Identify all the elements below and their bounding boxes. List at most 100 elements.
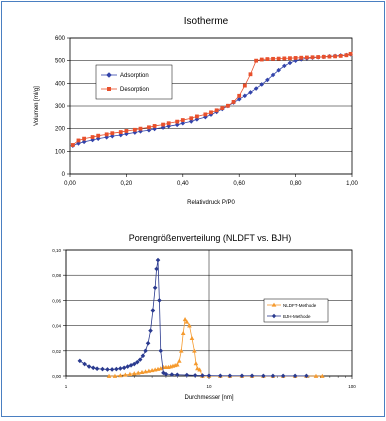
data-point bbox=[316, 55, 321, 59]
y-tick-label: 400 bbox=[55, 81, 66, 87]
y-tick-label: 500 bbox=[55, 59, 66, 65]
data-point bbox=[161, 370, 166, 376]
data-point bbox=[344, 53, 349, 58]
data-point bbox=[178, 348, 184, 353]
data-point bbox=[166, 123, 171, 129]
y-tick-label: 0,08 bbox=[52, 273, 61, 278]
data-point bbox=[242, 93, 248, 99]
data-point bbox=[131, 371, 137, 376]
data-point bbox=[280, 373, 286, 379]
data-point bbox=[327, 54, 332, 59]
data-point bbox=[154, 266, 159, 272]
data-point bbox=[143, 369, 148, 374]
data-point bbox=[195, 366, 200, 371]
series-line bbox=[109, 318, 323, 377]
x-tick-label: 1,00 bbox=[346, 181, 358, 187]
data-point bbox=[95, 136, 101, 141]
data-point bbox=[147, 125, 151, 130]
x-tick-label: 1 bbox=[65, 384, 68, 389]
data-point bbox=[254, 58, 259, 63]
data-point bbox=[124, 129, 129, 133]
series-bjh-methode bbox=[77, 257, 309, 379]
data-point bbox=[145, 340, 151, 346]
data-point bbox=[76, 138, 81, 143]
data-point bbox=[112, 373, 118, 378]
data-point bbox=[184, 372, 190, 378]
data-point bbox=[265, 77, 270, 83]
data-point bbox=[139, 369, 145, 375]
data-series bbox=[77, 257, 325, 379]
y-tick-label: 0 bbox=[62, 172, 66, 178]
data-point bbox=[282, 56, 287, 61]
data-point bbox=[321, 54, 326, 59]
data-point bbox=[239, 373, 245, 379]
data-point bbox=[109, 367, 115, 372]
y-tick-labels: 0,00 0,02 0,04 0,06 0,08 0,10 bbox=[52, 248, 61, 379]
data-point bbox=[132, 130, 138, 135]
legend: NLDFT-Methode BJH-Methode bbox=[263, 298, 329, 323]
data-point bbox=[313, 373, 319, 378]
data-point bbox=[259, 57, 264, 62]
data-point bbox=[121, 365, 127, 371]
data-point bbox=[270, 373, 276, 379]
data-point bbox=[259, 82, 265, 87]
legend-label-nldft: NLDFT-Methode bbox=[283, 303, 317, 308]
data-point bbox=[226, 103, 230, 108]
data-point bbox=[82, 361, 87, 367]
legend-marker-adsorption bbox=[106, 72, 112, 78]
data-point bbox=[242, 83, 247, 88]
data-point bbox=[218, 373, 223, 379]
y-tick-label: 0,04 bbox=[52, 324, 61, 329]
data-point bbox=[118, 130, 123, 134]
data-point bbox=[197, 367, 202, 372]
data-point bbox=[270, 72, 276, 78]
y-tick-label: 100 bbox=[55, 149, 66, 155]
data-point bbox=[333, 54, 337, 59]
data-point bbox=[189, 116, 194, 121]
data-point bbox=[161, 122, 165, 127]
grid bbox=[67, 37, 353, 177]
data-point bbox=[106, 373, 112, 378]
data-point bbox=[236, 96, 242, 102]
data-point bbox=[128, 362, 134, 368]
data-point bbox=[338, 54, 343, 58]
data-point bbox=[135, 370, 141, 375]
x-tick-label: 100 bbox=[348, 384, 356, 389]
data-point bbox=[293, 56, 298, 60]
data-point bbox=[203, 112, 208, 117]
data-point bbox=[276, 56, 281, 61]
data-point bbox=[348, 51, 353, 56]
data-point bbox=[127, 371, 133, 376]
data-point bbox=[118, 366, 123, 371]
series-nldft-methode bbox=[106, 317, 325, 378]
x-tick-label: 0,60 bbox=[233, 181, 245, 187]
data-point bbox=[86, 364, 92, 369]
data-point bbox=[261, 373, 266, 379]
legend-box bbox=[95, 64, 173, 100]
data-point bbox=[292, 373, 298, 379]
data-point bbox=[152, 124, 157, 128]
series-line bbox=[72, 53, 351, 147]
data-series bbox=[70, 51, 353, 148]
data-point bbox=[152, 285, 158, 291]
data-point bbox=[206, 373, 212, 378]
x-tick-label: 0,80 bbox=[290, 181, 302, 187]
data-point bbox=[70, 143, 75, 147]
data-point bbox=[96, 133, 101, 138]
data-point bbox=[100, 366, 105, 372]
y-tick-label: 200 bbox=[55, 127, 66, 133]
data-point bbox=[114, 366, 119, 372]
y-axis-label: Volumen [ml/g] bbox=[34, 86, 40, 126]
data-point bbox=[248, 72, 253, 77]
data-point bbox=[209, 110, 213, 115]
series-line bbox=[72, 53, 351, 146]
data-point bbox=[174, 362, 180, 367]
x-tick-label: 0,00 bbox=[64, 181, 76, 187]
y-tick-label: 0,02 bbox=[52, 349, 61, 354]
legend-label-adsorption: Adsorption bbox=[120, 73, 149, 79]
data-point bbox=[163, 371, 169, 377]
data-point bbox=[90, 135, 95, 139]
x-tick-labels: 0,00 0,20 0,40 0,60 0,80 1,00 bbox=[64, 181, 358, 187]
data-point bbox=[248, 90, 253, 95]
